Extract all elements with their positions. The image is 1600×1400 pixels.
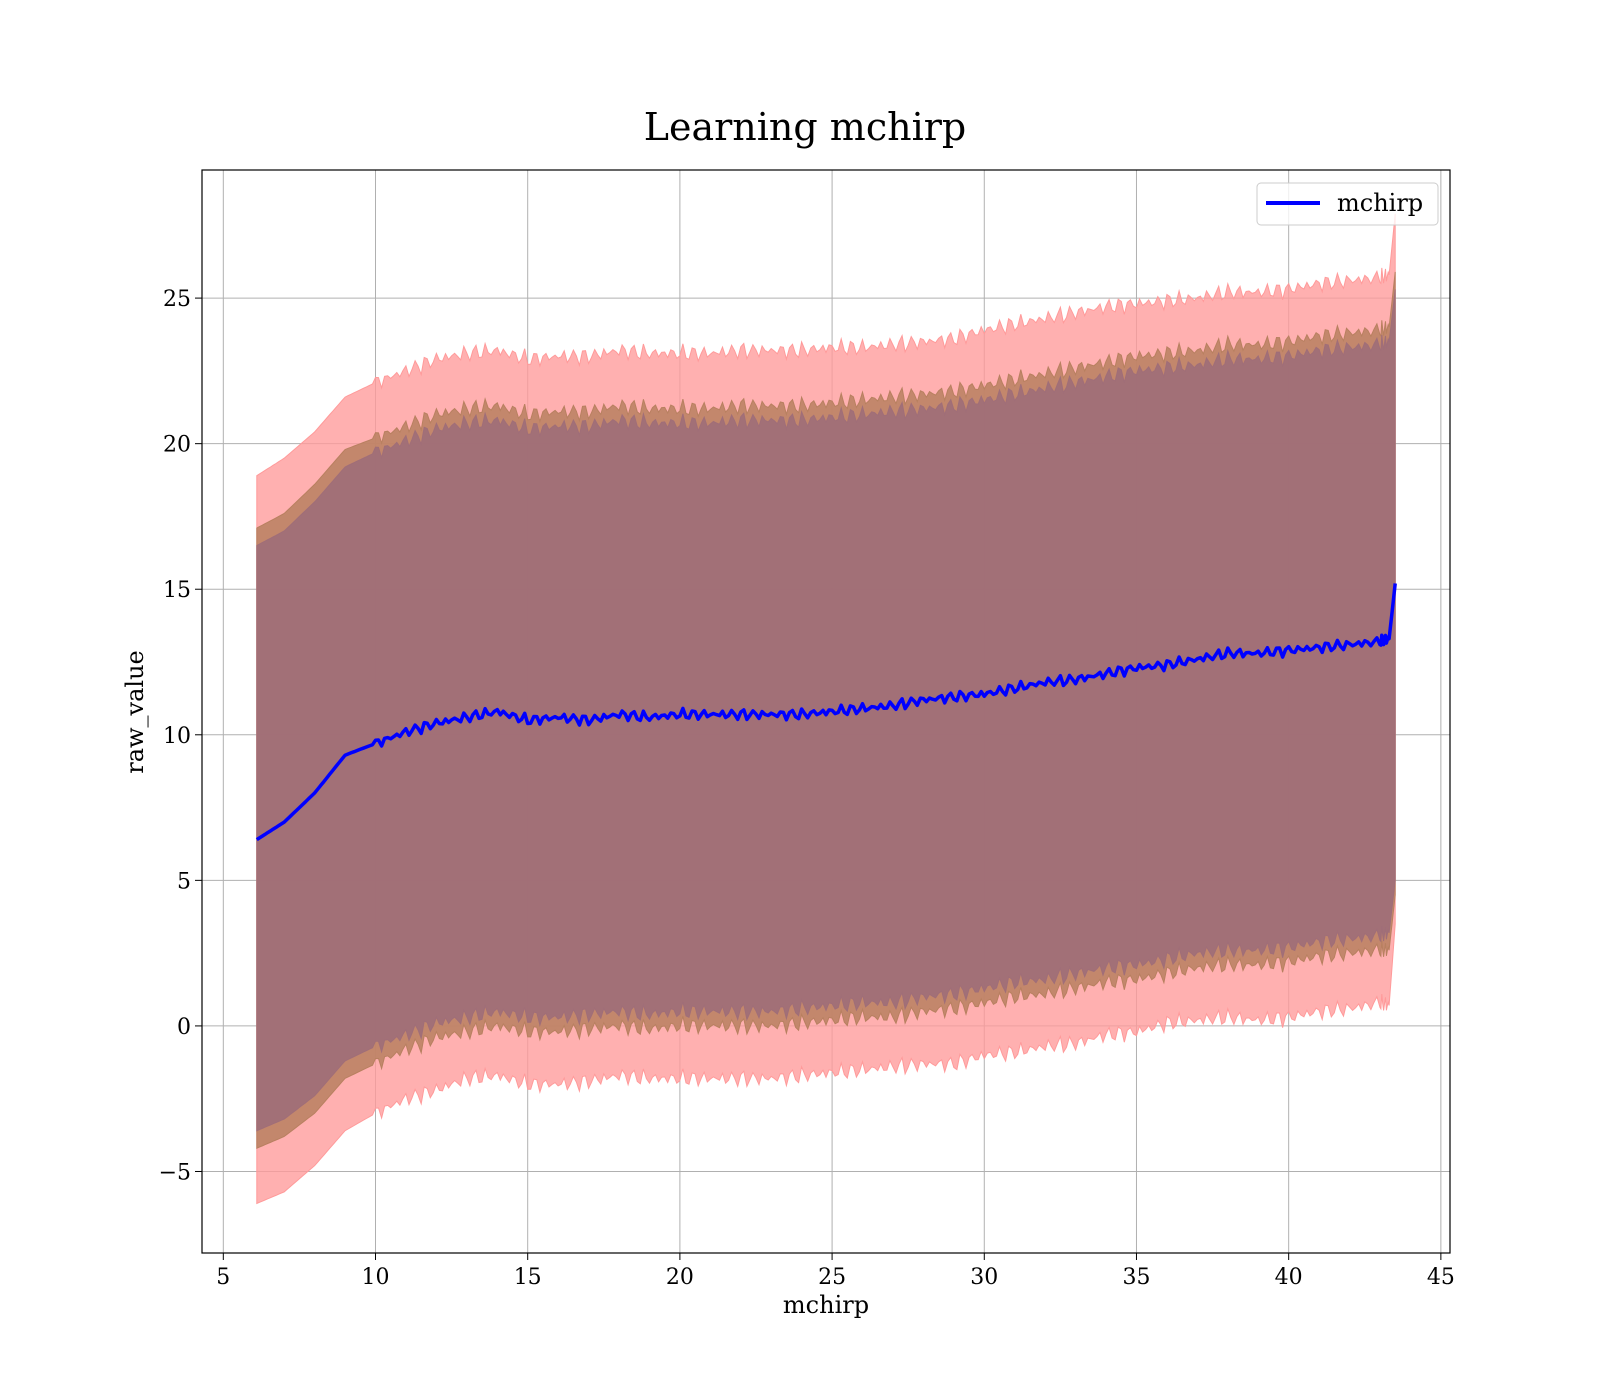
x-tick-label: 30 xyxy=(970,1265,998,1290)
y-tick-label: −5 xyxy=(159,1160,191,1185)
y-tick-label: 0 xyxy=(177,1015,191,1040)
y-tick-label: 15 xyxy=(163,578,191,603)
confidence-bands xyxy=(256,213,1396,1205)
y-axis-label: raw_value xyxy=(121,650,149,774)
y-tick-label: 5 xyxy=(177,869,191,894)
y-tick-label: 25 xyxy=(163,287,191,312)
plot-frame xyxy=(201,169,1451,1254)
x-tick-label: 40 xyxy=(1275,1265,1303,1290)
legend-label: mchirp xyxy=(1337,189,1423,217)
x-tick-label: 35 xyxy=(1122,1265,1150,1290)
legend: mchirp xyxy=(1256,182,1439,226)
series-lines xyxy=(255,583,1397,842)
series-line-mchirp xyxy=(255,583,1397,842)
x-tick-label: 20 xyxy=(666,1265,694,1290)
y-tick-label: 20 xyxy=(163,433,191,458)
x-tick-label: 25 xyxy=(818,1265,846,1290)
x-axis-label: mchirp xyxy=(783,1291,869,1319)
chart-title: Learning mchirp xyxy=(644,105,966,149)
legend-box xyxy=(1256,182,1439,226)
x-tick-label: 5 xyxy=(216,1265,230,1290)
x-tick-label: 45 xyxy=(1427,1265,1455,1290)
x-tick-label: 10 xyxy=(362,1265,390,1290)
y-tick-label: 10 xyxy=(163,724,191,749)
x-tick-label: 15 xyxy=(514,1265,542,1290)
band-inner xyxy=(256,289,1396,1132)
axis-ticks: 5 10 15 20 25 30 35 40 45 −5 0 5 10 15 20 25 xyxy=(159,287,1455,1290)
